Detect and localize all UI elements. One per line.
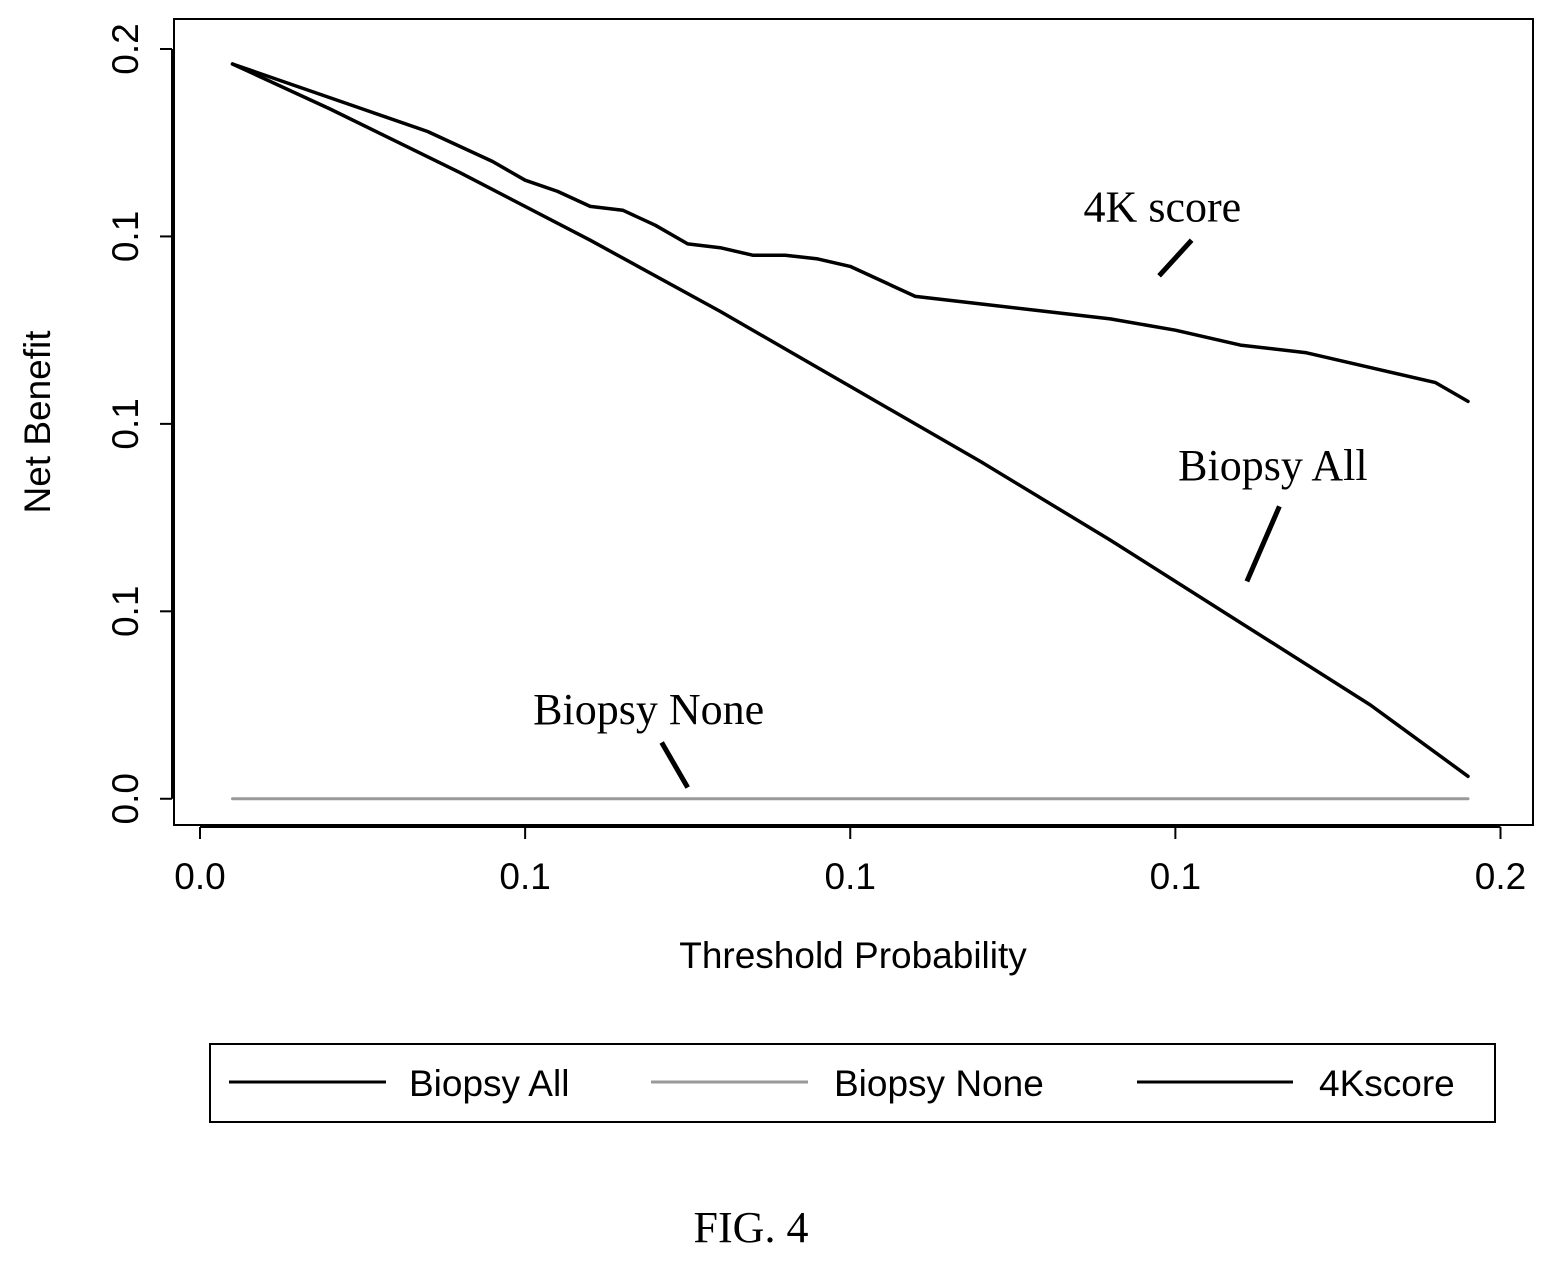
y-axis-title: Net Benefit (17, 330, 58, 514)
x-tick-label: 0.1 (499, 856, 550, 897)
x-tick-label: 0.2 (1475, 856, 1526, 897)
legend: Biopsy All Biopsy None 4Kscore (209, 1043, 1496, 1123)
plot-frame (173, 18, 1534, 826)
annotation-pointer-biopsy-all (1244, 505, 1282, 583)
y-tick-label: 0.1 (105, 586, 146, 637)
legend-box (209, 1043, 1496, 1123)
y-tick-label: 0.1 (105, 398, 146, 449)
annotation-pointer-biopsy-none (659, 741, 690, 789)
x-axis: 0.0 0.1 0.1 0.1 0.2 (174, 826, 1526, 897)
y-axis: 0.0 0.1 0.1 0.1 0.2 (105, 23, 173, 824)
annotation-label-biopsy-none: Biopsy None (533, 685, 764, 734)
y-tick-label: 0.0 (105, 773, 146, 824)
x-tick-label: 0.0 (174, 856, 225, 897)
series-line-4kscore (230, 62, 1470, 404)
annotation-label-4k-score: 4K score (1084, 182, 1242, 231)
series-layer (230, 62, 1470, 801)
y-tick-label: 0.2 (105, 23, 146, 74)
x-tick-label: 0.1 (1150, 856, 1201, 897)
x-axis-title: Threshold Probability (679, 935, 1027, 976)
legend-label-biopsy-none: Biopsy None (834, 1063, 1044, 1104)
series-line-biopsy-all (230, 62, 1470, 779)
legend-label-4kscore: 4Kscore (1319, 1063, 1455, 1104)
y-tick-label: 0.1 (105, 211, 146, 262)
x-tick-label: 0.1 (825, 856, 876, 897)
legend-label-biopsy-all: Biopsy All (409, 1063, 569, 1104)
figure-caption: FIG. 4 (694, 1203, 809, 1252)
annotation-label-biopsy-all: Biopsy All (1178, 441, 1368, 490)
annotation-pointer-4k-score (1157, 238, 1194, 278)
annotation-layer: 4K score Biopsy All Biopsy None (533, 182, 1368, 789)
